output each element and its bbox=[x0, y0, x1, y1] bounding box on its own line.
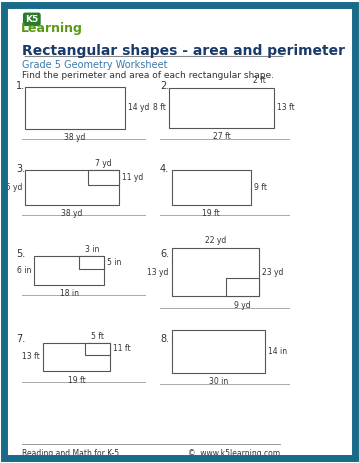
Text: 5 ft: 5 ft bbox=[91, 332, 104, 341]
Text: 3.: 3. bbox=[17, 164, 25, 175]
Text: 13 ft: 13 ft bbox=[22, 352, 40, 362]
Text: 4.: 4. bbox=[160, 164, 169, 175]
Text: 5.: 5. bbox=[17, 249, 25, 259]
Text: 11 yd: 11 yd bbox=[122, 173, 143, 182]
Text: 19 ft: 19 ft bbox=[202, 209, 220, 218]
Bar bbox=[79, 256, 104, 269]
Bar bbox=[169, 88, 274, 128]
Text: 38 yd: 38 yd bbox=[64, 133, 86, 142]
Bar bbox=[88, 170, 119, 185]
Bar bbox=[25, 87, 125, 129]
Bar bbox=[172, 248, 260, 296]
Bar bbox=[172, 170, 251, 205]
Text: 5 in: 5 in bbox=[107, 258, 122, 267]
Text: 6.: 6. bbox=[160, 249, 169, 259]
Text: Grade 5 Geometry Worksheet: Grade 5 Geometry Worksheet bbox=[22, 60, 168, 70]
Text: 22 yd: 22 yd bbox=[205, 237, 226, 245]
Bar bbox=[226, 278, 260, 296]
Text: 19 ft: 19 ft bbox=[67, 376, 85, 385]
Text: ©  www.k5learning.com: © www.k5learning.com bbox=[188, 449, 280, 458]
Text: 27 ft: 27 ft bbox=[213, 132, 230, 141]
Text: 13 yd: 13 yd bbox=[147, 268, 169, 276]
Text: 9 yd: 9 yd bbox=[234, 301, 251, 310]
Bar bbox=[43, 343, 110, 371]
Text: 14 in: 14 in bbox=[268, 347, 287, 356]
Text: K5: K5 bbox=[25, 15, 38, 24]
Bar bbox=[25, 170, 119, 205]
Text: 23 yd: 23 yd bbox=[262, 268, 284, 276]
Text: 2.: 2. bbox=[160, 81, 169, 91]
Text: Rectangular shapes - area and perimeter: Rectangular shapes - area and perimeter bbox=[22, 44, 345, 58]
Text: 6 in: 6 in bbox=[17, 266, 31, 275]
Text: 8 ft: 8 ft bbox=[153, 103, 166, 113]
Text: Learning: Learning bbox=[21, 22, 83, 35]
Text: 7 yd: 7 yd bbox=[95, 159, 112, 168]
Text: 15 yd: 15 yd bbox=[1, 183, 22, 192]
Text: 11 ft: 11 ft bbox=[113, 344, 131, 353]
Text: 1.: 1. bbox=[17, 81, 25, 91]
Text: 7.: 7. bbox=[17, 334, 25, 344]
Text: Find the perimeter and area of each rectangular shape.: Find the perimeter and area of each rect… bbox=[22, 71, 274, 80]
Text: 8.: 8. bbox=[160, 334, 169, 344]
Text: Reading and Math for K-5: Reading and Math for K-5 bbox=[22, 449, 120, 458]
Text: 13 ft: 13 ft bbox=[277, 103, 295, 113]
Bar bbox=[85, 343, 110, 355]
Text: 3 in: 3 in bbox=[85, 245, 99, 254]
Text: 9 ft: 9 ft bbox=[253, 183, 267, 192]
Bar bbox=[172, 330, 265, 373]
Text: 30 in: 30 in bbox=[209, 377, 228, 386]
Bar bbox=[34, 256, 104, 285]
Text: 18 in: 18 in bbox=[60, 289, 79, 298]
Text: 38 yd: 38 yd bbox=[61, 209, 83, 218]
Text: 14 yd: 14 yd bbox=[128, 103, 149, 113]
Text: 2 ft: 2 ft bbox=[253, 76, 266, 85]
